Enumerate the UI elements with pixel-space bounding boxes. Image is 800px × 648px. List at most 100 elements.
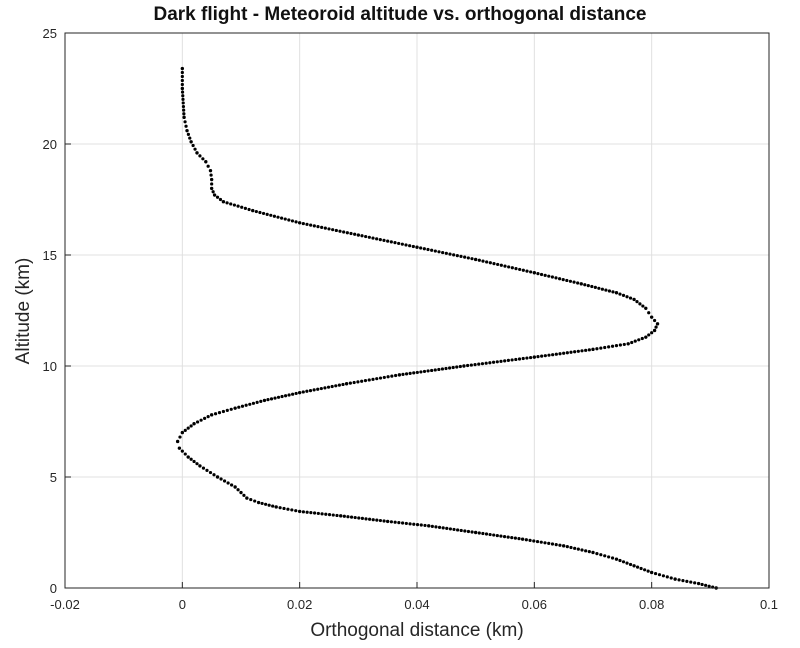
trajectory-dot (628, 296, 633, 300)
data-point (192, 422, 196, 426)
trajectory-dot (353, 515, 357, 520)
trajectory-dot (248, 402, 252, 406)
data-point (632, 297, 636, 302)
trajectory-dot (459, 254, 463, 258)
trajectory-dot (521, 356, 525, 361)
trajectory-dot (251, 401, 256, 405)
trajectory-dot (677, 578, 681, 582)
trajectory-dot (215, 195, 220, 199)
trajectory-dot (309, 511, 313, 515)
trajectory-dot (313, 511, 317, 515)
trajectory-dot (517, 357, 522, 361)
trajectory-dot (236, 488, 240, 492)
trajectory-dot (265, 212, 269, 216)
trajectory-dot (335, 513, 339, 518)
trajectory-dot (693, 581, 697, 585)
trajectory-dot (456, 528, 460, 532)
data-point (245, 496, 249, 500)
data-point (652, 328, 657, 333)
trajectory-dot (630, 340, 634, 345)
data-point (415, 245, 419, 249)
trajectory-dot (282, 506, 286, 511)
trajectory-dot (323, 226, 327, 230)
data-points (175, 66, 718, 590)
trajectory-dot (529, 355, 533, 360)
trajectory-dot (415, 370, 419, 375)
trajectory-dot (502, 534, 507, 539)
data-point (532, 355, 537, 359)
trajectory-dot (517, 537, 521, 541)
trajectory-dot (212, 473, 216, 477)
trajectory-dot (430, 248, 434, 252)
data-point (344, 382, 349, 386)
trajectory-dot (305, 222, 309, 226)
trajectory-dot (360, 379, 364, 383)
trajectory-dot (603, 345, 607, 350)
data-point (644, 306, 648, 310)
trajectory-dot (294, 220, 298, 224)
trajectory-dot (291, 392, 295, 396)
trajectory-dot (201, 157, 205, 161)
trajectory-dot (495, 360, 499, 364)
trajectory-dot (254, 209, 258, 214)
trajectory-dot (547, 274, 551, 278)
trajectory-dot (390, 374, 394, 378)
x-tick-label: 0.02 (287, 597, 312, 612)
trajectory-dot (469, 363, 473, 367)
trajectory-dot (280, 216, 284, 220)
trajectory-dot (536, 355, 540, 359)
trajectory-dot (271, 504, 275, 508)
trajectory-dot (565, 351, 569, 355)
trajectory-dot (294, 391, 298, 396)
trajectory-dot (195, 462, 199, 466)
data-point (212, 193, 217, 197)
trajectory-dot (638, 302, 642, 306)
trajectory-dot (595, 551, 599, 556)
trajectory-dot (466, 529, 471, 534)
trajectory-dot (393, 241, 397, 245)
data-point (649, 570, 654, 575)
trajectory-dot (183, 428, 187, 432)
trajectory-dot (352, 380, 356, 385)
x-axis-label: Orthogonal distance (km) (310, 620, 524, 641)
trajectory-dot (637, 338, 641, 342)
chart-title: Dark flight - Meteoroid altitude vs. ort… (153, 4, 647, 25)
trajectory-dot (639, 566, 643, 571)
trajectory-dot (603, 554, 607, 558)
trajectory-dot (647, 333, 651, 337)
trajectory-dot (186, 132, 190, 136)
trajectory-dot (433, 368, 437, 372)
trajectory-dot (653, 318, 657, 323)
trajectory-dot (206, 415, 210, 419)
trajectory-dot (308, 388, 313, 393)
trajectory-dot (599, 346, 603, 350)
trajectory-dot (434, 525, 438, 529)
data-point (209, 186, 214, 191)
trajectory-dot (495, 533, 499, 538)
trajectory-dot (264, 502, 268, 506)
trajectory-dot (330, 384, 334, 389)
trajectory-dot (477, 531, 481, 535)
trajectory-dot (371, 377, 375, 381)
trajectory-dot (488, 261, 492, 265)
trajectory-dot (258, 210, 262, 215)
trajectory-dot (367, 378, 371, 382)
trajectory-dot (543, 354, 547, 358)
trajectory-dot (356, 380, 360, 384)
trajectory-dot (360, 234, 364, 238)
trajectory-dot (266, 398, 270, 402)
trajectory-dot (458, 364, 462, 369)
trajectory-dot (707, 584, 711, 588)
trajectory-dot (558, 543, 562, 547)
y-tick-label: 15 (43, 248, 57, 263)
trajectory-dot (378, 518, 383, 523)
trajectory-dot (253, 499, 257, 503)
trajectory-dot (700, 582, 704, 587)
data-point (180, 66, 185, 71)
trajectory-dot (237, 405, 241, 409)
trajectory-dot (180, 70, 184, 75)
trajectory-dot (419, 523, 423, 527)
data-point (696, 581, 701, 586)
trajectory-dot (404, 372, 409, 376)
